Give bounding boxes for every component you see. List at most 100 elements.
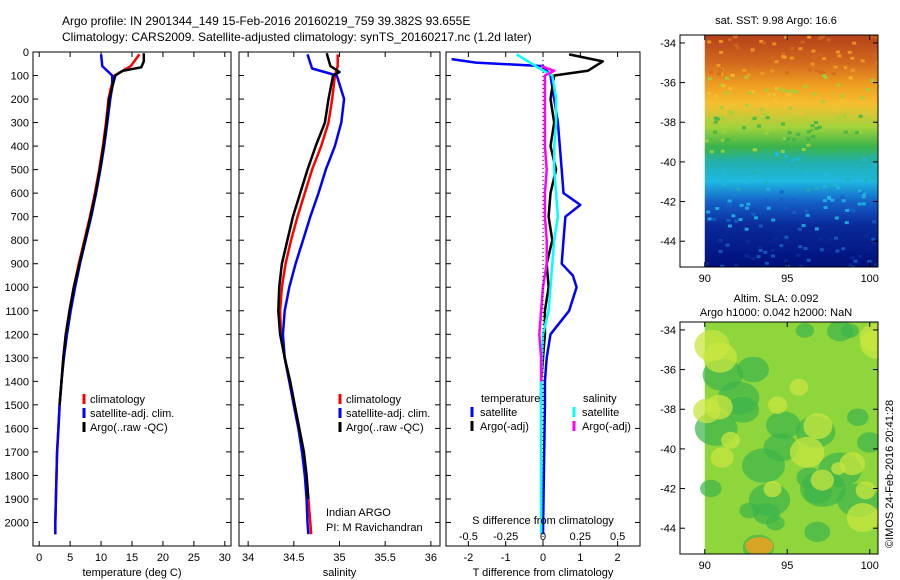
legend-entry: satellite-adj. clim. bbox=[346, 408, 430, 420]
sst-speck bbox=[771, 254, 775, 258]
legend-entry: Argo(-adj) bbox=[582, 421, 631, 433]
sst-speck bbox=[725, 243, 730, 247]
sst-speck bbox=[772, 92, 776, 96]
sst-speck bbox=[823, 173, 828, 176]
sst-speck bbox=[721, 182, 726, 186]
sst-speck bbox=[805, 213, 810, 217]
x-axis-label: T difference from climatology bbox=[473, 567, 614, 579]
sst-speck bbox=[761, 153, 766, 157]
sst-speck bbox=[720, 105, 724, 109]
sst-speck bbox=[871, 154, 875, 158]
sst-speck bbox=[814, 127, 819, 130]
sst-speck bbox=[850, 256, 855, 260]
sst-speck bbox=[821, 71, 826, 75]
sst-speck bbox=[874, 263, 878, 267]
title-line-2: Climatology: CARS2009. Satellite-adjuste… bbox=[62, 30, 532, 44]
sst-speck bbox=[764, 88, 769, 92]
sst-speck bbox=[735, 46, 740, 50]
sst-speck bbox=[781, 152, 786, 156]
sst-speck bbox=[871, 237, 876, 241]
sst-speck bbox=[857, 189, 862, 193]
sst-speck bbox=[831, 149, 836, 153]
sst-speck bbox=[859, 166, 864, 170]
series-group bbox=[277, 52, 346, 535]
annotation-line-1: Indian ARGO bbox=[326, 507, 391, 519]
y-tick-label: -40 bbox=[660, 157, 676, 169]
sst-speck bbox=[762, 41, 766, 45]
sst-speck bbox=[760, 117, 765, 121]
sst-speck bbox=[718, 68, 723, 72]
sla-map-panel: 90 95 100 -34 -36 -38 -40 -42 -44 Altim. SLA: 0.0… bbox=[660, 293, 879, 572]
sst-speck bbox=[871, 176, 876, 180]
sst-speck bbox=[774, 153, 779, 157]
sst-speck bbox=[799, 264, 804, 267]
legend-entry: climatology bbox=[90, 394, 146, 406]
sst-speck bbox=[719, 72, 724, 76]
sst-speck bbox=[746, 202, 751, 206]
sst-speck bbox=[790, 47, 795, 51]
series-group bbox=[54, 53, 146, 535]
legend-header-salinity: salinity bbox=[583, 393, 617, 405]
sst-speck bbox=[797, 99, 802, 103]
sst-speck bbox=[756, 255, 761, 259]
sst-speck bbox=[765, 116, 770, 120]
sst-speck bbox=[862, 158, 867, 162]
sst-speck bbox=[779, 190, 784, 194]
y-tick-label: -44 bbox=[660, 236, 676, 248]
sst-speck bbox=[742, 68, 747, 72]
sst-speck bbox=[725, 76, 730, 80]
imos-stamp: ©IMOS 24-Feb-2016 20:41:28 bbox=[884, 400, 896, 548]
sst-speck bbox=[789, 56, 794, 60]
sst-speck bbox=[850, 56, 855, 60]
sst-speck bbox=[721, 84, 726, 88]
sst-speck bbox=[774, 60, 779, 64]
y-tick-label: 1400 bbox=[5, 376, 29, 388]
x-tick-label: 20 bbox=[157, 552, 169, 564]
sst-speck bbox=[850, 265, 855, 267]
sst-speck bbox=[718, 39, 723, 43]
sst-speck bbox=[806, 130, 811, 134]
sst-speck bbox=[727, 110, 732, 114]
sst-speck bbox=[798, 47, 803, 51]
sst-speck bbox=[784, 259, 789, 263]
sst-speck bbox=[799, 111, 804, 115]
sla-blob bbox=[795, 323, 815, 338]
sst-speck bbox=[818, 70, 823, 74]
sst-speck bbox=[758, 224, 763, 228]
sst-speck bbox=[723, 150, 728, 154]
sst-speck bbox=[750, 48, 755, 52]
sst-speck bbox=[706, 210, 711, 214]
sst-speck bbox=[853, 259, 858, 263]
sst-speck bbox=[782, 89, 786, 92]
y-tick-label: -42 bbox=[660, 197, 676, 209]
sst-map-panel: 90 95 100 -34 -36 -38 -40 -42 -44 sat. SST: 9.98 … bbox=[660, 15, 879, 285]
y-tick-label: -38 bbox=[660, 117, 676, 129]
sla-title-2: Argo h1000: 0.042 h2000: NaN bbox=[700, 307, 852, 319]
sla-blob bbox=[703, 342, 737, 373]
legend-entry: satellite-adj. clim. bbox=[90, 408, 174, 420]
y-tick-label: -36 bbox=[660, 78, 676, 90]
sla-blob bbox=[789, 378, 809, 396]
x-tick-label: 1 bbox=[577, 552, 583, 564]
sst-speck bbox=[827, 195, 831, 199]
sst-speck bbox=[718, 249, 723, 253]
sla-blob bbox=[693, 398, 721, 424]
legend-entry: Argo(..raw -QC) bbox=[346, 422, 424, 434]
sst-speck bbox=[855, 131, 859, 135]
sst-speck bbox=[764, 198, 769, 202]
top-tick-label: -0.25 bbox=[493, 531, 518, 543]
sst-speck bbox=[818, 52, 823, 56]
sst-speck bbox=[857, 202, 862, 206]
sst-speck bbox=[770, 69, 775, 73]
sst-speck bbox=[764, 181, 769, 185]
sst-speck bbox=[783, 237, 788, 241]
sst-speck bbox=[806, 143, 811, 147]
series-line-1 bbox=[54, 54, 114, 535]
sst-speck bbox=[770, 56, 775, 59]
x-tick-label: 100 bbox=[861, 560, 879, 572]
legend-header-temperature: temperature bbox=[481, 393, 540, 405]
difference-panel: -2 -1 0 1 2T difference from climatology S di… bbox=[445, 51, 641, 579]
sst-speck bbox=[709, 165, 714, 169]
sst-speck bbox=[790, 158, 795, 162]
sst-speck bbox=[760, 72, 765, 75]
